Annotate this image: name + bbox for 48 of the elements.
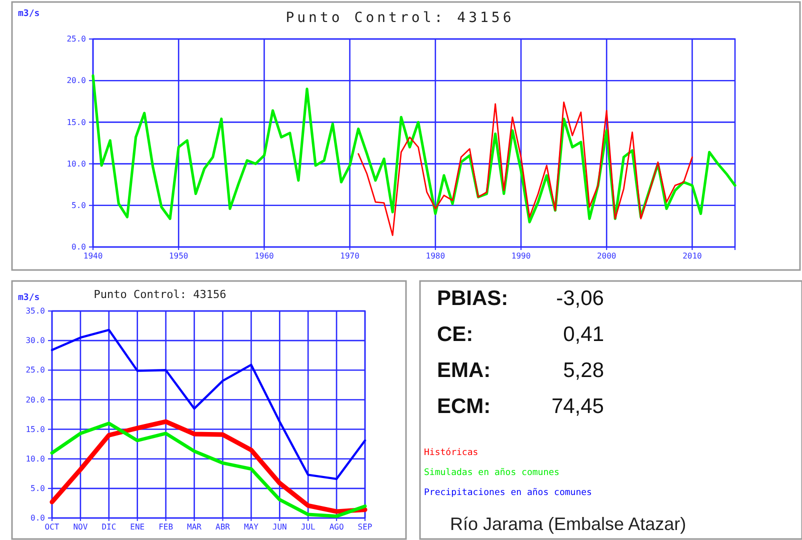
y-axis-title: m3/s bbox=[18, 293, 40, 303]
y-tick-label: 25.0 bbox=[66, 34, 86, 44]
y-tick-label: 35.0 bbox=[26, 306, 46, 316]
line-series bbox=[50, 328, 366, 480]
y-tick-label: 20.0 bbox=[66, 76, 86, 86]
y-tick-label: 30.0 bbox=[26, 336, 46, 346]
x-tick-label: JUN bbox=[272, 522, 288, 532]
x-tick-label: 1980 bbox=[426, 252, 446, 261]
y-tick-label: 15.0 bbox=[66, 118, 86, 127]
text: Precipitaciones en años comunes bbox=[424, 488, 592, 498]
y-tick-label: 10.0 bbox=[26, 454, 46, 464]
x-tick-label: MAY bbox=[244, 522, 259, 532]
text: PBIAS: -3,06 bbox=[437, 287, 604, 310]
y-tick-label: 0.0 bbox=[30, 514, 46, 523]
x-tick-label: 1960 bbox=[254, 252, 274, 261]
y-tick-label: 5.0 bbox=[30, 484, 46, 493]
x-tick-label: AGO bbox=[329, 522, 344, 532]
x-tick-label: MAR bbox=[187, 522, 202, 532]
y-tick-label: 15.0 bbox=[26, 424, 46, 434]
text: Río Jarama (Embalse Atazar) bbox=[450, 514, 686, 534]
chart-title: Punto Control: 43156 bbox=[286, 10, 514, 26]
y-tick-label: 0.0 bbox=[72, 242, 86, 252]
y-tick-label: 5.0 bbox=[72, 200, 86, 210]
x-tick-label: 2010 bbox=[682, 252, 702, 261]
line-series bbox=[358, 102, 693, 236]
x-tick-label: SEP bbox=[358, 522, 372, 532]
x-tick-label: NOV bbox=[73, 522, 88, 532]
x-tick-label: OCT bbox=[44, 522, 60, 532]
x-tick-label: ABR bbox=[216, 522, 230, 532]
text: EMA: 5,28 bbox=[437, 359, 604, 382]
x-tick-label: 1950 bbox=[168, 252, 188, 261]
x-tick-label: ENE bbox=[130, 522, 145, 532]
y-tick-label: 25.0 bbox=[26, 366, 46, 375]
x-tick-label: JUL bbox=[300, 522, 316, 532]
y-axis-title: m3/s bbox=[18, 9, 40, 19]
y-tick-label: 10.0 bbox=[66, 159, 86, 168]
text: CE: 0,41 bbox=[437, 323, 604, 346]
x-tick-label: FEB bbox=[158, 522, 174, 532]
text: Simuladas en años comunes bbox=[424, 468, 560, 478]
x-tick-label: 1970 bbox=[340, 252, 360, 261]
x-tick-label: 1990 bbox=[511, 252, 531, 261]
x-tick-label: 2000 bbox=[596, 252, 616, 261]
text: Históricas bbox=[424, 447, 478, 458]
x-tick-label: DIC bbox=[102, 522, 116, 532]
x-tick-label: 1940 bbox=[83, 252, 103, 261]
text: ECM: 74,45 bbox=[437, 395, 604, 418]
chart-title: Punto Control: 43156 bbox=[94, 288, 226, 301]
y-tick-label: 20.0 bbox=[26, 395, 46, 404]
